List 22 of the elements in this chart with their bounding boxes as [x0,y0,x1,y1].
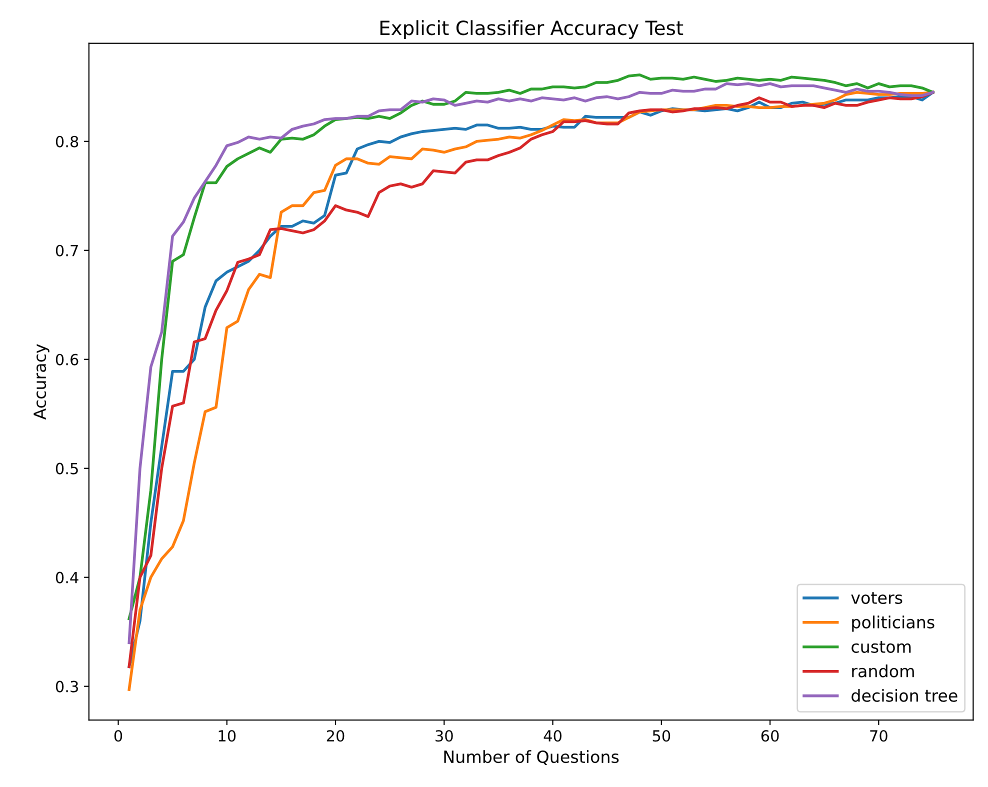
y-axis-title: Accuracy [34,344,50,420]
x-tick-label: 70 [870,730,888,742]
y-tick-label: 0.8 [56,136,78,148]
chart-title: Explicit Classifier Accuracy Test [380,20,684,39]
y-tick-label: 0.5 [56,462,78,474]
legend-label: voters [851,592,902,604]
y-tick-label: 0.7 [56,244,78,256]
x-tick-label: 40 [544,730,562,742]
x-tick-label: 60 [761,730,779,742]
y-tick-label: 0.6 [56,354,78,366]
y-tick-label: 0.3 [56,680,78,692]
legend-label: custom [852,641,911,653]
legend-label: random [852,664,914,678]
legend-label: decision tree [852,688,958,702]
x-tick-label: 0 [114,730,122,742]
x-tick-label: 20 [326,730,344,742]
legend-label: politicians [852,616,934,632]
y-tick-label: 0.4 [56,572,78,584]
x-axis-title: Number of Questions [444,750,619,765]
x-tick-label: 30 [436,730,453,742]
x-tick-label: 10 [218,730,236,742]
x-tick-label: 50 [652,730,670,742]
